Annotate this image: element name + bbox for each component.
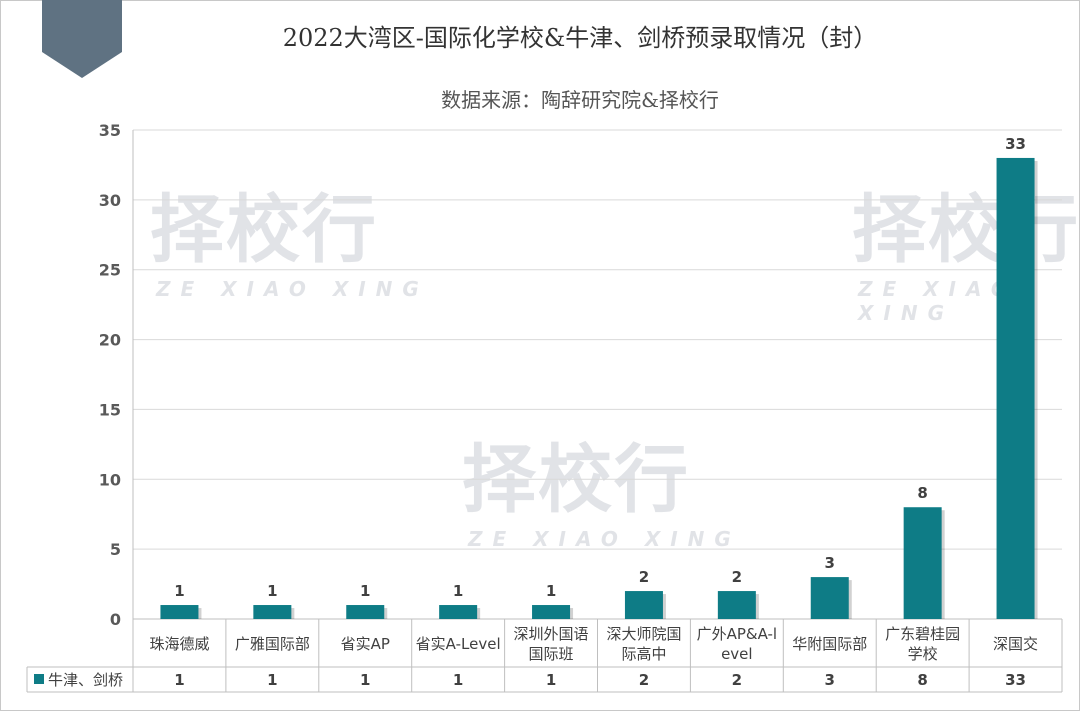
bar: [903, 507, 942, 619]
chart-subtitle: 数据来源：陶辞研究院&择校行: [441, 88, 719, 112]
bar: [160, 605, 199, 619]
data-label: 33: [1005, 135, 1026, 153]
data-label: 3: [825, 554, 835, 572]
bar: [253, 605, 292, 619]
data-label: 1: [453, 582, 463, 600]
data-label: 2: [732, 568, 742, 586]
table-value: 2: [732, 671, 742, 689]
bar: [346, 605, 385, 619]
data-label: 2: [639, 568, 649, 586]
bar: [532, 605, 571, 619]
table-value: 1: [267, 671, 277, 689]
x-tick-label: 省实AP: [341, 635, 390, 653]
data-label: 1: [267, 582, 277, 600]
legend-swatch: [34, 674, 44, 684]
y-tick-label: 35: [99, 121, 121, 140]
y-tick-label: 15: [99, 400, 121, 419]
bar: [996, 157, 1035, 619]
y-tick-label: 10: [99, 470, 121, 489]
x-tick-label: evel: [721, 645, 753, 663]
y-tick-label: 20: [99, 331, 121, 350]
bar: [717, 591, 756, 619]
y-tick-label: 5: [110, 540, 121, 559]
y-tick-label: 25: [99, 261, 121, 280]
table-value: 33: [1005, 671, 1026, 689]
bar: [810, 577, 849, 619]
x-tick-label: 深大师院国: [606, 625, 681, 643]
banner-ribbon: [42, 0, 122, 78]
table-value: 2: [639, 671, 649, 689]
bar: [439, 605, 478, 619]
x-tick-label: 珠海德威: [149, 635, 209, 653]
chart-title: 2022大湾区-国际化学校&牛津、剑桥预录取情况（封）: [282, 24, 878, 52]
x-tick-label: 广东碧桂园: [885, 625, 960, 643]
table-value: 1: [546, 671, 556, 689]
data-label: 1: [546, 582, 556, 600]
y-tick-label: 0: [110, 610, 121, 629]
table-value: 1: [453, 671, 463, 689]
data-label: 1: [360, 582, 370, 600]
table-value: 8: [917, 671, 927, 689]
x-tick-label: 际高中: [621, 645, 666, 663]
data-label: 8: [917, 484, 927, 502]
x-tick-label: 广外AP&A-l: [697, 625, 778, 643]
x-tick-label: 华附国际部: [792, 635, 867, 653]
x-tick-label: 省实A-Level: [416, 635, 501, 653]
x-tick-label: 深国交: [993, 635, 1038, 653]
x-tick-label: 深圳外国语: [514, 625, 589, 643]
x-tick-label: 广雅国际部: [235, 635, 310, 653]
x-tick-label: 学校: [908, 645, 938, 663]
table-value: 3: [825, 671, 835, 689]
table-value: 1: [360, 671, 370, 689]
legend-label: 牛津、剑桥: [48, 671, 123, 689]
bar: [624, 591, 663, 619]
data-label: 1: [174, 582, 184, 600]
x-tick-label: 国际班: [529, 645, 574, 663]
y-tick-label: 30: [99, 191, 121, 210]
table-value: 1: [174, 671, 184, 689]
